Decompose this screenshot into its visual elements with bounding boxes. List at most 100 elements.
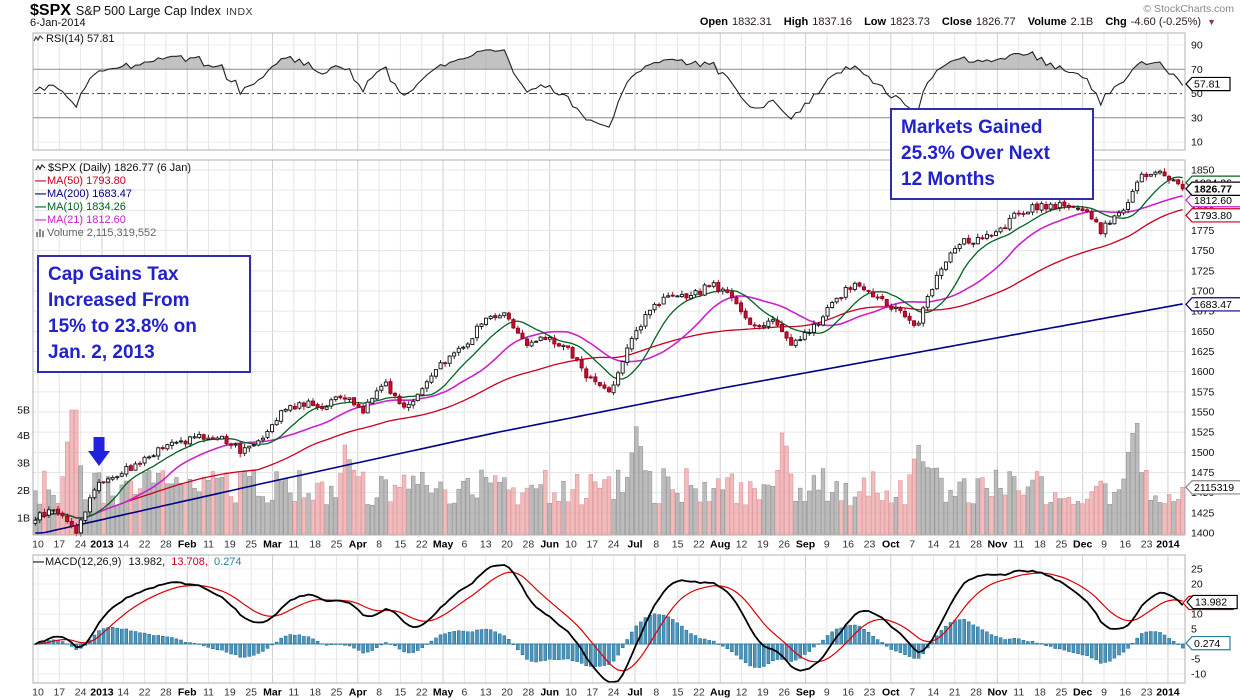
date-axis-label: 18 [309,539,321,551]
date-axis-label: 28 [160,539,172,551]
date-axis-label: 25 [331,539,343,551]
date-axis-label: Nov [987,539,1007,551]
date-axis-label: 25 [1056,539,1068,551]
price-axis-label: 1700 [1191,286,1215,298]
price-axis-label: 1550 [1191,407,1215,419]
rsi-line [34,49,1184,128]
date-axis-label: Dec [1073,539,1092,551]
date-axis-label: 16 [842,539,854,551]
date-axis-label: 17 [586,539,598,551]
date-axis-label: 2014 [1156,539,1180,551]
price-axis-label: 1725 [1191,265,1215,277]
cap-gains-annotation: Cap Gains Tax Increased From 15% to 23.8… [37,255,251,373]
date-axis-label: Oct [882,539,900,551]
date-axis-label: May [433,539,454,551]
price-axis-label: 1600 [1191,366,1215,378]
date-axis-label: 9 [824,687,830,699]
ma21-line [34,195,1183,521]
date-axis-label: 10 [565,687,577,699]
change-label: Chg [1105,16,1127,28]
date-axis-label: 11 [288,539,299,551]
date-axis-label: 23 [864,687,876,699]
date-axis-label: 22 [416,539,428,551]
date-axis-label: 8 [376,687,382,699]
date-axis-label: May [433,687,454,699]
date-axis-label: 6 [461,687,467,699]
date-axis-label: 19 [224,687,236,699]
macd-axis-label: 20 [1191,579,1203,591]
rsi-axis-label: 30 [1191,112,1203,124]
macd-panel-border [32,554,1186,684]
date-axis-label: 12 [736,539,748,551]
date-axis-label: 24 [75,539,87,551]
date-axis-label: 22 [139,539,151,551]
macd-axis-label: 25 [1191,564,1203,576]
date-axis-label: 22 [139,687,151,699]
date-axis-label: 28 [523,539,535,551]
ma50-value-tag-text: 1793.80 [1194,210,1232,222]
date-axis-label: 2013 [90,687,114,699]
date-axis-label: 7 [909,687,915,699]
date-axis-label: 9 [1101,539,1107,551]
date-axis-label: 11 [1013,539,1024,551]
high-label: High [783,16,809,28]
exchange-label: INDX [225,6,254,18]
ma21-legend: —MA(21) 1812.60 [35,214,126,226]
date-axis-label: Apr [349,687,367,699]
macd-line [34,564,1184,683]
date-axis-label: 11 [203,687,214,699]
date-axis-label: 6 [461,539,467,551]
date-axis-label: 10 [565,539,577,551]
rsi-axis-label: 50 [1191,88,1203,100]
price-panel-border [32,159,1186,536]
ma200-swatch-icon: — [35,188,46,200]
date-axis-label: 2014 [1156,687,1180,699]
macd-signal-line [35,571,1183,672]
date-axis-label: 26 [778,687,790,699]
date-axis-label: 21 [949,687,961,699]
macd-legend: —MACD(12,26,9) 13.982, 13.708, 0.274 [33,556,242,568]
date-axis-label: 25 [245,687,257,699]
date-axis-label: Feb [178,687,197,699]
date-axis-label: 14 [928,539,940,551]
date-axis-label: 28 [970,539,982,551]
high-value: 1837.16 [812,16,852,28]
header-title: $SPX S&P 500 Large Cap Index INDX [30,2,253,20]
date-axis-label: 15 [395,687,407,699]
price-axis-label: 1475 [1191,467,1215,479]
date-axis-label: Jun [540,687,559,699]
close-value: 1826.77 [975,16,1016,28]
macd-swatch-icon: — [33,556,44,568]
date-axis-label: 14 [117,687,129,699]
macd-axis-label: -5 [1191,654,1200,666]
date-axis-label: Oct [882,687,900,699]
date-axis-label: 24 [608,539,620,551]
macd-hist-tag [1185,635,1231,651]
date-axis-label: 23 [1141,539,1153,551]
price-axis-label: 1500 [1191,447,1215,459]
change-down-icon: ▼ [1207,17,1216,27]
open-label: Open [699,16,728,28]
date-axis-label: Sep [796,687,815,699]
date-axis-label: 12 [736,687,748,699]
date-axis-label: 11 [1013,687,1024,699]
date-axis-label: 8 [653,539,659,551]
price-axis-label: 1525 [1191,427,1215,439]
symbol-name: S&P 500 Large Cap Index [75,4,221,18]
date-axis-label: 26 [778,539,790,551]
rsi-overbought-shade [33,49,1185,70]
date-axis-label: 25 [1056,687,1068,699]
hist-value: 0.274 [214,556,242,568]
rsi-legend-text: RSI(14) 57.81 [46,33,115,45]
date-axis-label: 16 [1119,539,1131,551]
macd-value: 13.982, [128,556,166,568]
signal-value: 13.708, [171,556,208,568]
date-axis-label: Jul [627,539,642,551]
close-value-tag [1185,181,1240,196]
date-axis-label: 21 [949,539,961,551]
volume-value-tag [1185,480,1240,495]
rsi-panel-border [32,32,1186,151]
date-axis-label: 15 [672,539,684,551]
macd-hist-tag-text: 0.274 [1194,638,1220,650]
rsi-axis-label: 10 [1191,137,1203,149]
